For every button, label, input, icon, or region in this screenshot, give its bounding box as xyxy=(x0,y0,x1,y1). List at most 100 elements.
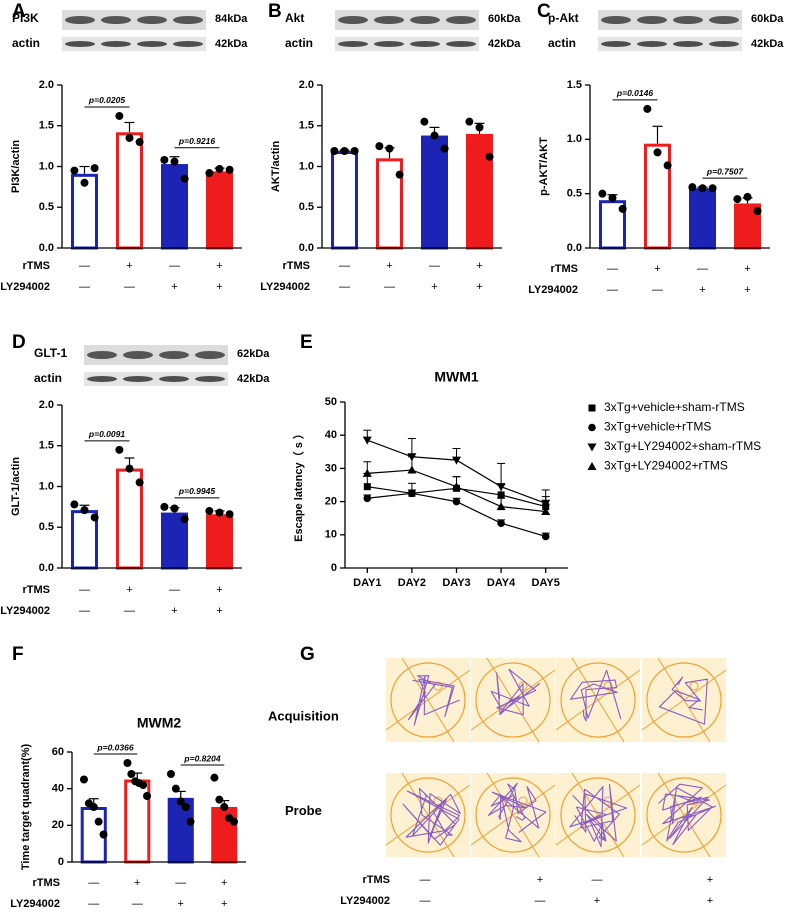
blot-band xyxy=(673,16,703,24)
treatment-label: rTMS xyxy=(551,263,579,275)
data-point xyxy=(688,183,697,192)
treatment-sign: — xyxy=(429,260,440,272)
data-point xyxy=(340,147,349,156)
data-point xyxy=(385,144,394,153)
legend-marker xyxy=(587,443,597,452)
blot-band xyxy=(374,16,404,24)
blot-protein: PI3K xyxy=(12,11,39,25)
y-tick-label: 50 xyxy=(325,396,337,408)
bar xyxy=(206,514,233,570)
treatment-label: LY294002 xyxy=(528,284,578,296)
data-point xyxy=(733,195,742,204)
maze-pool xyxy=(646,662,722,738)
treatment-sign: — xyxy=(175,877,186,889)
blot-band xyxy=(637,41,667,47)
data-point xyxy=(90,513,99,522)
legend-label: 3xTg+LY294002+sham-rTMS xyxy=(604,439,761,453)
blot-protein: GLT-1 xyxy=(34,346,67,360)
panel-letter: A xyxy=(12,1,26,22)
p-value: p=0.9945 xyxy=(178,486,215,496)
p-value: p=0.0091 xyxy=(88,429,125,439)
data-point xyxy=(135,478,144,487)
legend-label: 3xTg+LY294002+rTMS xyxy=(604,459,728,473)
y-tick-label: 20 xyxy=(325,496,337,508)
data-point xyxy=(171,784,180,793)
y-tick-label: 0.5 xyxy=(39,521,54,533)
marker xyxy=(362,436,372,445)
swim-path xyxy=(490,668,541,716)
p-value: p=0.9216 xyxy=(178,136,215,146)
data-point xyxy=(205,169,214,178)
y-tick-label: 1.0 xyxy=(299,160,314,172)
blot-band xyxy=(374,41,404,47)
treatment-sign: + xyxy=(171,281,177,293)
legend-marker xyxy=(588,423,596,432)
y-tick-label: 2.0 xyxy=(39,399,54,411)
panel-letter: B xyxy=(268,1,282,22)
blot-band xyxy=(195,351,225,359)
data-point xyxy=(80,178,89,187)
treatment-sign: + xyxy=(744,284,750,296)
data-point xyxy=(485,152,494,161)
swim-path xyxy=(402,787,461,846)
marker xyxy=(497,519,505,527)
blot-band xyxy=(123,351,153,359)
data-point xyxy=(139,781,148,789)
swim-path xyxy=(487,782,547,843)
data-point xyxy=(753,207,762,216)
legend-marker xyxy=(587,462,597,470)
treatment-label: rTMS xyxy=(23,260,51,272)
y-tick-label: 0 xyxy=(331,562,337,574)
y-axis-label: Escape latency（ s ） xyxy=(292,428,305,542)
p-value: p=0.0146 xyxy=(616,88,653,98)
y-tick-label: 0.0 xyxy=(39,562,54,574)
y-axis-label: PI3K/actin xyxy=(10,140,22,193)
treatment-sign: — xyxy=(79,605,90,617)
treatment-sign: + xyxy=(594,895,600,907)
blot-band xyxy=(195,376,225,382)
treatment-sign: + xyxy=(221,898,227,908)
data-point xyxy=(225,165,234,174)
y-axis-label: p-AKT/AKT xyxy=(538,137,550,196)
maze-platform xyxy=(603,681,613,691)
y-tick-label: 0.5 xyxy=(39,201,54,213)
panel-letter: F xyxy=(12,644,24,665)
swim-path xyxy=(658,676,709,725)
treatment-sign: — xyxy=(384,281,395,293)
marker xyxy=(363,483,371,491)
x-tick-label: DAY4 xyxy=(487,577,516,589)
x-tick-label: DAY5 xyxy=(532,577,560,589)
maze-pool xyxy=(560,777,636,853)
marker xyxy=(408,489,416,498)
data-point xyxy=(166,770,175,778)
row-label: Acquisition xyxy=(268,708,339,723)
data-point xyxy=(115,111,124,120)
treatment-sign: — xyxy=(339,260,350,272)
maze-pool xyxy=(390,662,466,738)
blot-band xyxy=(65,16,95,24)
blot-band xyxy=(601,16,631,24)
marker xyxy=(362,468,372,477)
treatment-label: rTMS xyxy=(33,877,61,889)
treatment-label: rTMS xyxy=(23,584,51,596)
blot-control: actin xyxy=(34,371,62,385)
blot-band xyxy=(65,41,95,47)
treatment-sign: + xyxy=(178,898,184,908)
treatment-sign: — xyxy=(592,874,603,886)
blot-band xyxy=(159,351,189,359)
treatment-sign: — xyxy=(697,263,708,275)
maze-pool xyxy=(560,662,636,738)
bar xyxy=(734,203,761,250)
bar xyxy=(644,143,671,250)
treatment-sign: — xyxy=(339,281,350,293)
treatment-label: LY294002 xyxy=(340,895,390,907)
panel-letter: G xyxy=(300,644,315,665)
data-point xyxy=(618,204,627,213)
treatment-sign: + xyxy=(537,874,543,886)
treatment-sign: + xyxy=(386,260,392,272)
treatment-sign: — xyxy=(88,898,99,908)
data-point xyxy=(210,773,219,782)
data-point xyxy=(663,161,672,170)
blot-band xyxy=(87,351,117,359)
panel-letter: C xyxy=(537,1,551,22)
